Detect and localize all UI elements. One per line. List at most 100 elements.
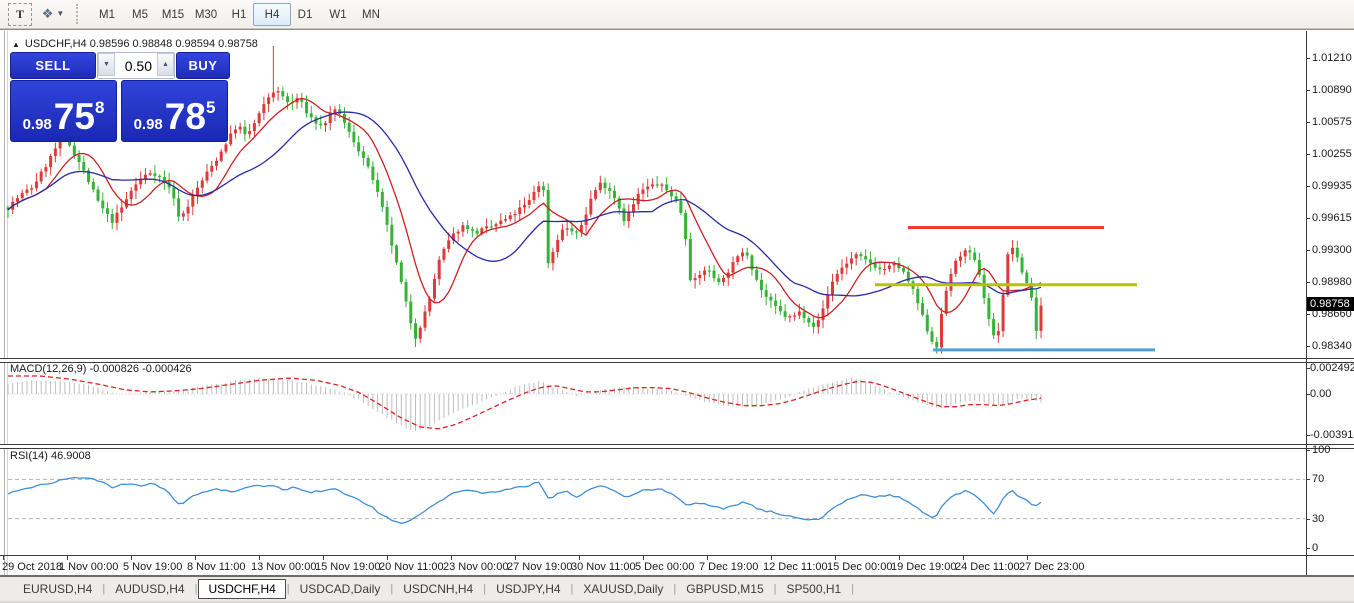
buy-price-pip: 5 bbox=[205, 98, 216, 117]
axis-tick-mark bbox=[1306, 58, 1310, 59]
time-tick-mark bbox=[259, 556, 260, 560]
rsi-indicator-label: RSI(14) 46.9008 bbox=[10, 450, 91, 462]
chart-tab-usdjpy-h4[interactable]: USDJPY,H4 bbox=[496, 582, 561, 596]
chart-tab-usdcnh-h4[interactable]: USDCNH,H4 bbox=[403, 582, 474, 596]
indicator-style-icon[interactable]: ❖ ▼ bbox=[38, 3, 68, 24]
axis-tick-mark bbox=[1306, 518, 1310, 520]
time-axis-label: 20 Nov 11:00 bbox=[379, 561, 444, 573]
time-tick-mark bbox=[579, 556, 580, 560]
chart-canvas[interactable] bbox=[0, 31, 1354, 577]
time-tick-mark bbox=[643, 556, 644, 560]
chart-left-edge bbox=[4, 31, 8, 577]
axis-tick-mark bbox=[1306, 90, 1310, 92]
tab-separator: | bbox=[286, 583, 290, 595]
time-tick-mark bbox=[963, 556, 964, 560]
rsi-tick-label: 0 bbox=[1312, 542, 1319, 554]
axis-tick-mark bbox=[1306, 217, 1310, 219]
timeframe-button-mn[interactable]: MN bbox=[362, 8, 380, 21]
tab-separator: | bbox=[102, 583, 106, 595]
time-axis-label: 5 Nov 19:00 bbox=[123, 561, 183, 573]
volume-increase-button[interactable]: ▲ bbox=[157, 53, 174, 76]
time-axis-label: 23 Nov 00:00 bbox=[443, 561, 509, 573]
price-tick-label: 1.00255 bbox=[1312, 147, 1352, 160]
time-axis-label: 15 Dec 00:00 bbox=[827, 561, 893, 573]
time-axis-label: 13 Nov 00:00 bbox=[251, 561, 317, 573]
axis-tick-mark bbox=[1306, 345, 1310, 347]
chart-tab-bar: EURUSD,H4 | AUDUSD,H4 | USDCHF,H4 | USDCAD,Dai… bbox=[0, 577, 1354, 601]
macd-tick-label: 0.00 bbox=[1310, 388, 1332, 400]
text-tool-icon[interactable]: T bbox=[8, 3, 32, 26]
timeframe-button-m1[interactable]: M1 bbox=[99, 8, 115, 21]
timeframe-button-m15[interactable]: M15 bbox=[161, 8, 185, 21]
time-axis-label: 30 Nov 11:00 bbox=[571, 561, 636, 573]
time-tick-mark bbox=[451, 556, 452, 560]
time-axis-label: 27 Dec 23:00 bbox=[1019, 561, 1085, 573]
timeframe-button-w1[interactable]: W1 bbox=[329, 8, 347, 21]
chart-tab-xauusd-daily[interactable]: XAUUSD,Daily bbox=[583, 582, 664, 596]
chevron-down-icon: ▼ bbox=[56, 9, 65, 18]
buy-price-button[interactable]: 0.98 78 5 bbox=[121, 80, 228, 142]
buy-price-prefix: 0.98 bbox=[133, 116, 163, 133]
chart-title: ▲ USDCHF,H4 0.98596 0.98848 0.98594 0.98… bbox=[12, 38, 258, 50]
time-axis-line bbox=[0, 555, 1354, 556]
time-axis-label: 8 Nov 11:00 bbox=[187, 561, 246, 573]
timeframe-button-d1[interactable]: D1 bbox=[297, 8, 313, 21]
time-tick-mark bbox=[323, 556, 324, 560]
chart-title-text: USDCHF,H4 0.98596 0.98848 0.98594 0.9875… bbox=[24, 38, 258, 50]
time-tick-mark bbox=[195, 556, 196, 560]
axis-tick-mark bbox=[1306, 394, 1310, 395]
current-price-box: 0.98758 bbox=[1307, 296, 1354, 311]
axis-tick-mark bbox=[1306, 185, 1310, 187]
symbol-marker-icon: ▲ bbox=[12, 39, 20, 49]
pane-splitter-macd[interactable] bbox=[0, 358, 1354, 363]
macd-indicator-label: MACD(12,26,9) -0.000826 -0.000426 bbox=[10, 363, 192, 375]
tab-separator: | bbox=[570, 583, 574, 595]
tab-separator: | bbox=[773, 583, 777, 595]
timeframe-button-m30[interactable]: M30 bbox=[194, 8, 218, 21]
chart-tab-sp500-h1[interactable]: SP500,H1 bbox=[786, 582, 842, 596]
volume-decrease-button[interactable]: ▼ bbox=[98, 53, 115, 76]
axis-tick-mark bbox=[1306, 313, 1310, 315]
toolbar-grip bbox=[76, 4, 81, 24]
tab-separator: | bbox=[851, 583, 855, 595]
time-tick-mark bbox=[3, 556, 4, 560]
timeframe-button-h1[interactable]: H1 bbox=[231, 8, 247, 21]
chart-tab-eurusd-h4[interactable]: EURUSD,H4 bbox=[23, 582, 93, 596]
timeframe-button-m5[interactable]: M5 bbox=[132, 8, 148, 21]
price-tick-label: 1.00575 bbox=[1312, 115, 1352, 128]
chart-tab-gbpusd-m15[interactable]: GBPUSD,M15 bbox=[686, 582, 764, 596]
time-tick-mark bbox=[515, 556, 516, 560]
price-tick-label: 0.98340 bbox=[1312, 339, 1352, 352]
time-tick-mark bbox=[899, 556, 900, 560]
time-axis-label: 24 Dec 11:00 bbox=[955, 561, 1020, 573]
timeframe-button-h4[interactable]: H4 bbox=[253, 3, 291, 26]
time-tick-mark bbox=[835, 556, 836, 560]
time-axis-label: 12 Dec 11:00 bbox=[763, 561, 828, 573]
one-click-trading-panel: SELL ▼ 0.50 ▲ BUY 0.98 75 8 0.98 78 5 bbox=[10, 52, 230, 144]
time-axis-label: 5 Dec 00:00 bbox=[635, 561, 695, 573]
chart-tab-audusd-h4[interactable]: AUDUSD,H4 bbox=[115, 582, 185, 596]
tab-separator: | bbox=[390, 583, 394, 595]
tab-separator: | bbox=[483, 583, 487, 595]
time-axis-label: 29 Oct 2018 bbox=[2, 561, 62, 573]
tab-separator: | bbox=[673, 583, 677, 595]
chart-tab-usdcad-daily[interactable]: USDCAD,Daily bbox=[299, 582, 381, 596]
rsi-tick-label: 100 bbox=[1312, 444, 1331, 456]
buy-button[interactable]: BUY bbox=[176, 52, 230, 79]
price-axis-border bbox=[1306, 31, 1307, 577]
axis-tick-mark bbox=[1306, 281, 1310, 283]
pane-splitter-rsi[interactable] bbox=[0, 444, 1354, 449]
volume-value[interactable]: 0.50 bbox=[124, 57, 152, 74]
rsi-tick-label: 30 bbox=[1312, 512, 1325, 525]
sell-price-pip: 8 bbox=[94, 98, 105, 117]
tabbar-top-edge bbox=[0, 575, 1354, 577]
sell-button[interactable]: SELL bbox=[10, 52, 96, 79]
time-axis-label: 15 Nov 19:00 bbox=[315, 561, 381, 573]
volume-stepper: ▼ 0.50 ▲ bbox=[97, 52, 175, 79]
price-tick-label: 0.99300 bbox=[1312, 243, 1352, 256]
sell-price-button[interactable]: 0.98 75 8 bbox=[10, 80, 117, 142]
time-tick-mark bbox=[387, 556, 388, 560]
rsi-tick-label: 70 bbox=[1312, 473, 1325, 486]
chart-tab-usdchf-h4[interactable]: USDCHF,H4 bbox=[198, 579, 286, 599]
